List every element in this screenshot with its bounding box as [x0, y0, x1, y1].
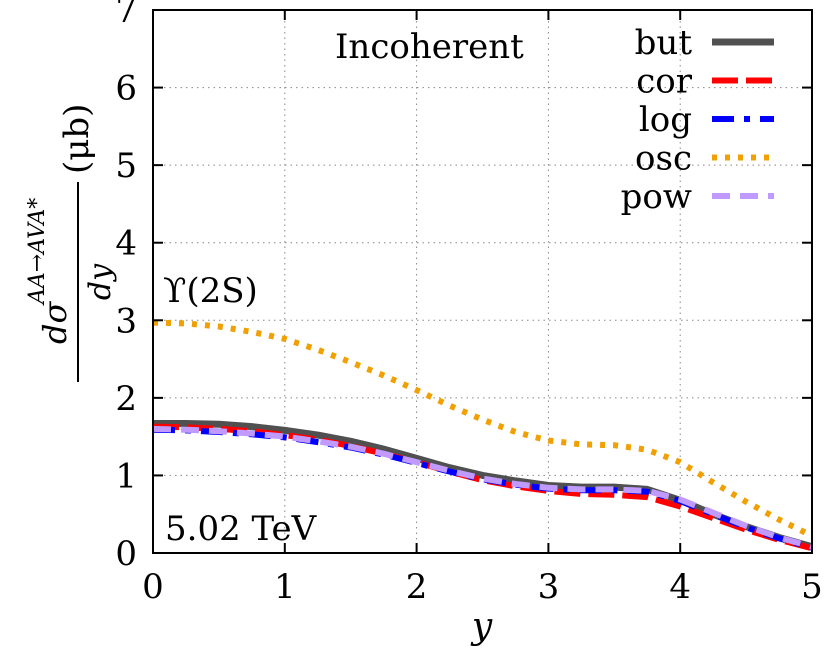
- plot-title-incoherent: Incoherent: [335, 27, 524, 67]
- x-tick-label-4: 4: [669, 567, 691, 607]
- y-tick-label-1: 1: [115, 456, 137, 496]
- x-axis-label: y: [470, 606, 493, 647]
- particle-label: ϒ(2S): [163, 271, 258, 311]
- y-tick-label-7: 7: [115, 0, 137, 31]
- legend-label-osc: osc: [635, 139, 692, 179]
- plot-frame: [152, 9, 813, 554]
- y-axis-label-denominator: dy: [83, 263, 118, 300]
- x-tick-label-0: 0: [142, 567, 164, 607]
- energy-label: 5.02 TeV: [165, 509, 318, 549]
- y-axis-label: dσ AA→AVA* dy (μb): [25, 104, 118, 382]
- series-line-but: [153, 420, 813, 551]
- legend-label-but: but: [635, 23, 693, 63]
- x-tick-label-5: 5: [801, 567, 823, 607]
- y-tick-label-5: 5: [115, 146, 137, 186]
- y-tick-label-2: 2: [115, 379, 137, 419]
- x-tick-label-3: 3: [538, 567, 560, 607]
- y-axis-label-superscript: AA→AVA*: [25, 198, 50, 306]
- y-tick-label-6: 6: [115, 69, 137, 109]
- x-tick-label-1: 1: [274, 567, 296, 607]
- legend-label-pow: pow: [621, 177, 692, 217]
- series-line-osc: [152, 319, 814, 539]
- series-lines: [152, 319, 814, 552]
- y-tick-label-4: 4: [115, 224, 137, 264]
- ticks: 0 1 2 3 4 5 0 1 2 3 4 5 6 7: [115, 0, 822, 607]
- y-axis-label-numerator: dσ: [36, 301, 74, 344]
- series-line-log: [152, 426, 813, 551]
- y-tick-label-3: 3: [115, 301, 137, 341]
- y-axis-label-unit: (μb): [57, 104, 97, 174]
- y-tick-label-0: 0: [115, 534, 137, 574]
- x-tick-label-2: 2: [406, 567, 428, 607]
- legend-label-cor: cor: [636, 62, 693, 102]
- legend-label-log: log: [639, 100, 692, 140]
